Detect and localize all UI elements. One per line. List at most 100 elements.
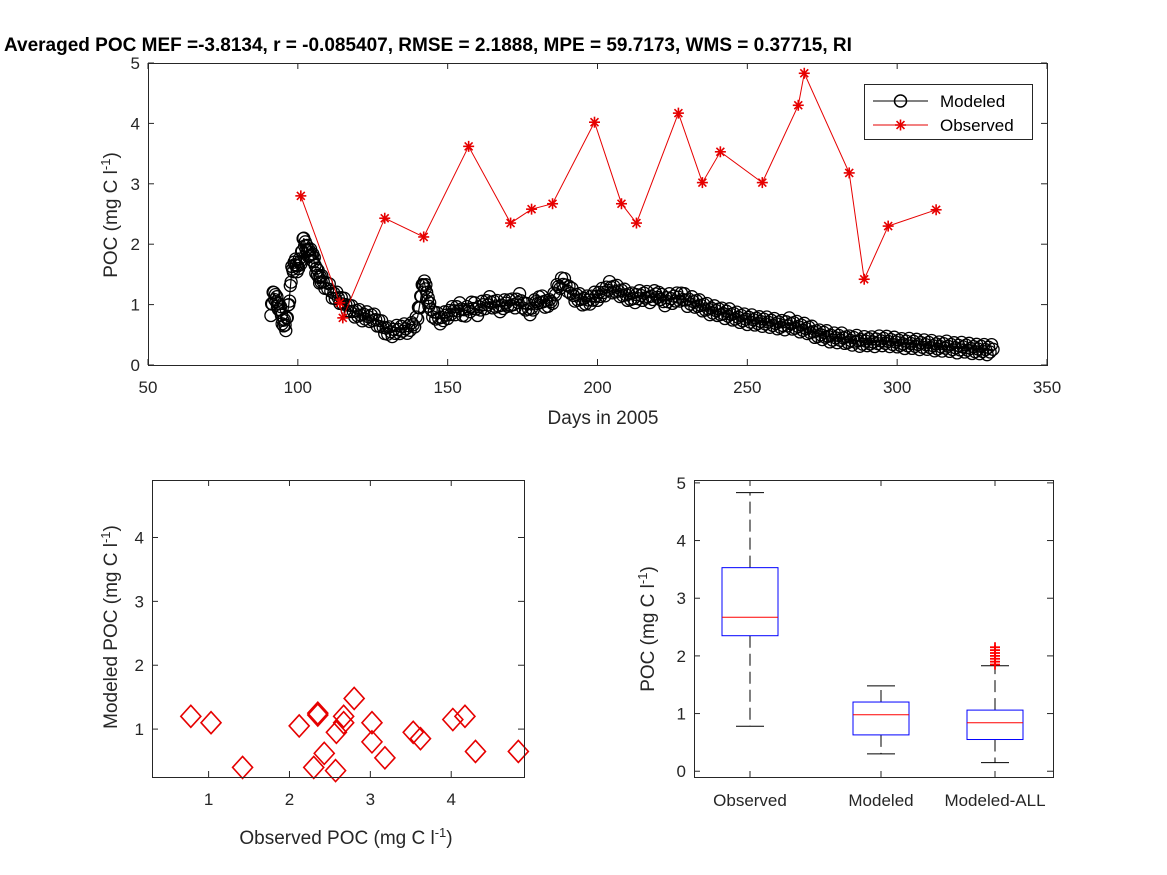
x-tick-label: 300 [883, 378, 911, 397]
y-tick-label: 1 [677, 705, 686, 724]
observed-point [858, 273, 870, 285]
scatter-point [507, 739, 530, 764]
observed-point [337, 312, 349, 324]
observed-point [547, 198, 559, 210]
boxplot-y-label: POC (mg C l-1) [635, 566, 659, 692]
observed-point [526, 203, 538, 215]
legend-modeled-marker [893, 94, 908, 108]
y-tick-label: 3 [135, 592, 144, 611]
scatter-point [302, 755, 325, 780]
modeled-point [419, 278, 433, 292]
scatter-y-label: Modeled POC (mg C l-1) [98, 525, 122, 729]
category-label: Modeled-ALL [944, 791, 1045, 810]
scatter-point [343, 686, 366, 711]
modeled-point [983, 345, 997, 359]
observed-point [672, 107, 684, 119]
scatter-x-label: Observed POC (mg C l-1) [239, 825, 452, 849]
timeseries-legend: Modeled Observed [864, 84, 1033, 140]
modeled-point [307, 250, 321, 265]
scatter-point [231, 755, 254, 780]
scatter-point [402, 720, 425, 745]
scatter-point [332, 704, 355, 729]
scatter-panel: 1 2 3 4 1 2 3 4 Observed POC (mg C l-1) Modeled… [98, 480, 530, 849]
modeled-point [269, 295, 283, 309]
modeled-point [563, 286, 578, 301]
modeled-point [421, 291, 435, 305]
y-tick-label: 5 [131, 54, 140, 73]
scatter-axes-box [152, 480, 525, 778]
scatter-point [288, 713, 311, 739]
timeseries-data-layer [264, 67, 1000, 362]
modeled-point [409, 310, 423, 324]
y-tick-label: 0 [677, 762, 686, 781]
boxplot-panel: 0 1 2 3 4 5 Observed Modeled Modeled-ALL POC (mg… [635, 474, 1054, 810]
y-tick-label: 3 [677, 589, 686, 608]
scatter-data-layer [179, 686, 530, 783]
y-tick-label: 4 [131, 114, 140, 133]
observed-point [843, 167, 855, 179]
observed-point [295, 190, 307, 202]
y-tick-label: 4 [135, 528, 144, 547]
x-tick-label: 2 [285, 790, 294, 809]
iqr-box [852, 701, 910, 736]
observed-point [714, 146, 726, 158]
modeled-point [324, 284, 338, 298]
observed-point [696, 177, 708, 189]
modeled-point [282, 294, 297, 308]
scatter-point [306, 700, 329, 726]
scatter-point [441, 707, 464, 732]
modeled-point [797, 316, 811, 330]
observed-point [630, 217, 642, 229]
scatter-point [373, 745, 396, 771]
y-tick-label: 5 [677, 474, 686, 493]
scatter-point [360, 710, 384, 735]
observed-point [792, 99, 804, 111]
scatter-point [453, 704, 477, 729]
x-tick-label: 4 [446, 790, 455, 809]
modeled-point [284, 275, 298, 289]
modeled-point [986, 342, 1000, 356]
y-tick-label: 2 [135, 656, 144, 675]
observed-series-line [300, 71, 937, 320]
modeled-point [709, 303, 723, 318]
observed-point [334, 297, 346, 309]
observed-point [615, 198, 627, 210]
observed-point [505, 217, 517, 229]
x-tick-label: 150 [433, 378, 461, 397]
modeled-point [548, 288, 563, 302]
modeled-point [515, 301, 530, 315]
observed-point [379, 212, 391, 224]
scatter-point [360, 729, 384, 755]
observed-point [930, 204, 942, 216]
iqr-box [966, 709, 1024, 741]
scatter-point [325, 720, 348, 745]
legend-observed-label: Observed [940, 116, 1014, 135]
scatter-point [199, 710, 223, 735]
modeled-point [268, 287, 283, 302]
modeled-point [544, 294, 558, 309]
outlier-point [990, 642, 1000, 653]
category-label: Observed [713, 791, 787, 810]
box-modeled-all [966, 642, 1024, 764]
timeseries-x-label: Days in 2005 [548, 408, 659, 429]
x-tick-label: 250 [733, 378, 761, 397]
x-tick-label: 100 [284, 378, 312, 397]
observed-point [756, 177, 768, 189]
modeled-point [420, 285, 434, 300]
x-tick-label: 1 [204, 790, 213, 809]
y-tick-label: 2 [131, 235, 140, 254]
x-tick-label: 50 [139, 378, 158, 397]
x-tick-label: 350 [1033, 378, 1061, 397]
scatter-ticks: 1 2 3 4 1 2 3 4 [135, 480, 524, 809]
legend-box [864, 84, 1033, 140]
boxplot-axes-box [694, 480, 1054, 778]
observed-point [798, 67, 810, 79]
modeled-point [557, 271, 572, 286]
scatter-point [179, 704, 202, 729]
scatter-point [332, 710, 355, 735]
modeled-point [315, 268, 329, 283]
modeled-point [721, 309, 735, 323]
y-tick-label: 1 [135, 720, 144, 739]
